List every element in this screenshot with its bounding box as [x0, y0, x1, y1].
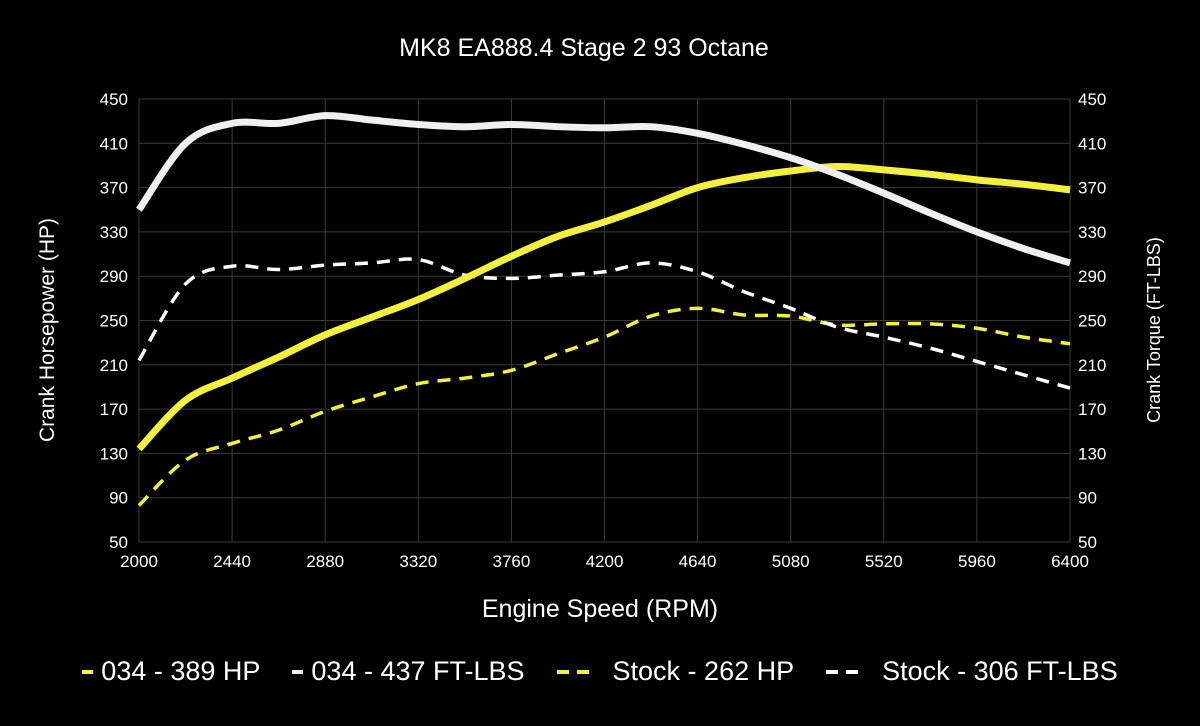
y-left-tick-label: 370 [100, 179, 128, 198]
series-line-0 [136, 163, 1071, 452]
x-axis-ticks: 2000 2440 2880 3320 3760 4200 4640 5080 5520 5960… [120, 552, 1089, 571]
y-left-tick-label: 210 [100, 356, 128, 375]
legend-item: Stock - 262 HP [556, 656, 795, 687]
x-tick-label: 6400 [1051, 552, 1089, 571]
y-right-tick-label: 50 [1078, 533, 1097, 552]
legend-marker [826, 669, 859, 674]
y-left-tick-label: 250 [100, 312, 128, 331]
y-right-tick-label: 90 [1078, 489, 1097, 508]
series-line-2 [137, 306, 1071, 507]
legend-marker [292, 669, 304, 674]
legend-item: 034 - 389 HP [82, 656, 260, 687]
x-tick-label: 3320 [399, 552, 437, 571]
y-left-tick-label: 410 [100, 134, 128, 153]
y-left-tick-label: 50 [109, 533, 128, 552]
legend-label: 034 - 437 FT-LBS [311, 656, 525, 686]
x-tick-label: 4640 [679, 552, 717, 571]
y-left-tick-label: 90 [109, 489, 128, 508]
x-tick-label: 3760 [492, 552, 530, 571]
legend-label: Stock - 262 HP [612, 656, 795, 686]
legend-label: Stock - 306 FT-LBS [882, 656, 1118, 686]
x-tick-label: 5520 [865, 552, 903, 571]
legend-marker [82, 669, 94, 674]
legend-item: 034 - 437 FT-LBS [292, 656, 525, 687]
y-right-tick-label: 290 [1078, 267, 1106, 286]
y-right-tick-label: 130 [1078, 444, 1106, 463]
y-right-tick-label: 210 [1078, 356, 1106, 375]
y-axis-left-ticks: 50 90 130 170 210 250 290 330 370 410 450 [100, 90, 128, 552]
series-line-3 [137, 257, 1071, 390]
x-tick-label: 2000 [120, 552, 158, 571]
y-left-tick-label: 450 [100, 90, 128, 109]
x-tick-label: 4200 [586, 552, 624, 571]
legend-label: 034 - 389 HP [101, 656, 261, 686]
legend-marker [556, 669, 589, 674]
y-left-tick-label: 290 [100, 267, 128, 286]
x-tick-label: 2440 [213, 552, 251, 571]
y-axis-left-label: Crank Horsepower (HP) [36, 218, 59, 442]
x-tick-label: 5960 [958, 552, 996, 571]
x-tick-label: 2880 [306, 552, 344, 571]
grid [138, 98, 1071, 543]
legend-item: Stock - 306 FT-LBS [826, 656, 1118, 687]
y-axis-right-ticks: 50 90 130 170 210 250 290 330 370 410 450 [1078, 90, 1106, 552]
series-line-1 [136, 112, 1072, 267]
chart-title: MK8 EA888.4 Stage 2 93 Octane [399, 34, 769, 62]
y-axis-right-label: Crank Torque (FT-LBS) [1144, 237, 1164, 423]
y-right-tick-label: 410 [1078, 134, 1106, 153]
y-right-tick-label: 370 [1078, 179, 1106, 198]
y-left-tick-label: 170 [100, 400, 128, 419]
series-lines [136, 112, 1072, 507]
y-right-tick-label: 330 [1078, 223, 1106, 242]
y-right-tick-label: 250 [1078, 312, 1106, 331]
x-axis-label: Engine Speed (RPM) [482, 595, 718, 623]
y-left-tick-label: 130 [100, 444, 128, 463]
y-right-tick-label: 450 [1078, 90, 1106, 109]
legend: 034 - 389 HP 034 - 437 FT-LBS Stock - 262 … [0, 656, 1200, 687]
x-tick-label: 5080 [772, 552, 810, 571]
y-right-tick-label: 170 [1078, 400, 1106, 419]
y-left-tick-label: 330 [100, 223, 128, 242]
